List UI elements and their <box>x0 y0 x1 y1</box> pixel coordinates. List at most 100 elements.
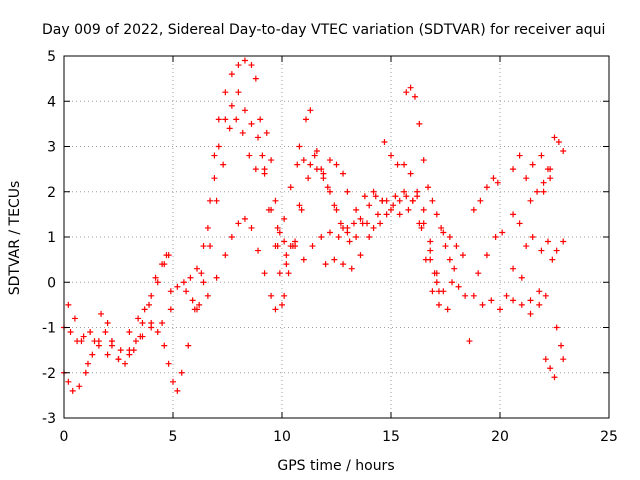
data-point <box>255 134 262 141</box>
series-track-6 <box>154 89 294 394</box>
data-point <box>383 211 390 218</box>
data-point <box>146 301 153 308</box>
data-point <box>283 261 290 268</box>
data-point <box>78 338 85 345</box>
data-point <box>287 184 294 191</box>
data-point <box>220 161 227 168</box>
data-point <box>516 152 523 159</box>
data-point <box>318 234 325 240</box>
data-point <box>104 351 111 358</box>
data-point <box>154 329 161 336</box>
data-point <box>91 338 98 345</box>
data-point <box>350 220 357 227</box>
data-point <box>344 188 351 195</box>
data-point <box>549 256 556 263</box>
data-point <box>305 175 312 182</box>
data-point <box>215 143 222 150</box>
y-tick-label: -1 <box>42 321 56 337</box>
series-track-20 <box>470 175 501 213</box>
data-point <box>167 288 174 295</box>
data-point <box>130 347 137 354</box>
data-point <box>148 292 155 299</box>
axis-ticks: 0 5 10 15 20 25 -3 -2 -1 0 1 2 3 4 5 <box>42 49 618 445</box>
data-point <box>534 188 541 195</box>
data-point <box>438 224 445 231</box>
data-point <box>455 283 462 290</box>
data-point <box>492 234 499 240</box>
x-tick-label: 15 <box>382 429 400 445</box>
data-point <box>518 301 525 308</box>
data-point <box>241 215 248 222</box>
data-point <box>276 270 283 277</box>
data-point <box>364 220 371 227</box>
data-point <box>497 306 503 313</box>
data-point <box>67 329 74 336</box>
data-point <box>170 378 176 385</box>
data-point <box>71 315 78 322</box>
data-point <box>213 274 220 281</box>
data-point <box>542 292 549 299</box>
data-point <box>198 270 205 277</box>
data-point <box>268 292 275 299</box>
data-point <box>366 234 373 240</box>
data-point <box>326 157 333 164</box>
data-point <box>235 220 242 227</box>
data-point <box>87 329 94 336</box>
data-point <box>451 265 458 272</box>
data-point <box>241 57 248 64</box>
series-track-15 <box>381 138 442 295</box>
data-point <box>183 288 190 295</box>
data-point <box>326 188 333 195</box>
data-point <box>65 301 72 308</box>
data-point <box>196 301 203 308</box>
data-point <box>560 148 567 155</box>
data-point <box>483 252 490 259</box>
data-point <box>248 120 255 127</box>
data-point <box>414 188 421 195</box>
data-point <box>527 297 534 304</box>
data-point <box>331 202 338 209</box>
data-point <box>193 306 200 313</box>
data-point <box>346 238 353 245</box>
data-point <box>510 265 517 272</box>
data-point <box>235 62 242 69</box>
data-point <box>126 351 133 358</box>
data-point <box>425 184 432 191</box>
x-tick-label: 5 <box>169 429 178 445</box>
data-point <box>372 193 379 200</box>
data-point <box>370 224 377 231</box>
series-track-8 <box>183 116 303 313</box>
data-point <box>331 256 338 263</box>
data-point <box>154 279 161 286</box>
data-point <box>518 274 525 281</box>
data-point <box>403 193 410 200</box>
data-point <box>538 247 545 254</box>
data-point <box>357 252 364 259</box>
data-point <box>228 102 235 109</box>
x-tick-label: 0 <box>60 429 69 445</box>
data-point <box>462 292 469 299</box>
data-point <box>379 197 386 204</box>
data-point <box>427 238 434 245</box>
data-point <box>370 188 377 195</box>
series-track-7 <box>167 57 288 299</box>
data-point <box>401 161 408 168</box>
data-point <box>420 206 427 213</box>
data-point <box>207 197 214 204</box>
data-point <box>309 243 316 250</box>
data-point <box>252 166 259 173</box>
data-point <box>335 234 342 240</box>
data-point <box>141 306 148 313</box>
data-point <box>104 319 111 326</box>
data-point <box>279 301 285 308</box>
data-point <box>538 152 545 159</box>
data-point <box>211 152 218 159</box>
data-point <box>392 193 399 200</box>
data-point <box>300 157 307 164</box>
data-point <box>499 229 506 236</box>
data-point <box>307 161 314 168</box>
data-point <box>167 306 174 313</box>
data-point <box>139 333 146 340</box>
data-point <box>551 134 558 141</box>
